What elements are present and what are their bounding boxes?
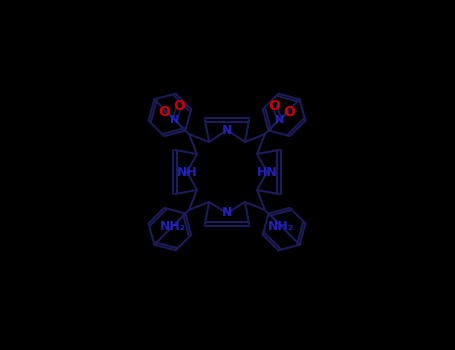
Text: NH₂: NH₂	[160, 220, 186, 233]
Text: O: O	[268, 99, 280, 113]
Text: N: N	[222, 124, 232, 136]
Text: N: N	[170, 114, 179, 125]
Text: N: N	[275, 114, 284, 125]
Text: NH: NH	[177, 166, 197, 178]
Text: N: N	[222, 206, 232, 219]
Text: O: O	[159, 105, 171, 119]
Text: NH₂: NH₂	[268, 220, 294, 233]
Text: O: O	[283, 105, 295, 119]
Text: O: O	[174, 99, 186, 113]
Text: HN: HN	[257, 166, 278, 178]
